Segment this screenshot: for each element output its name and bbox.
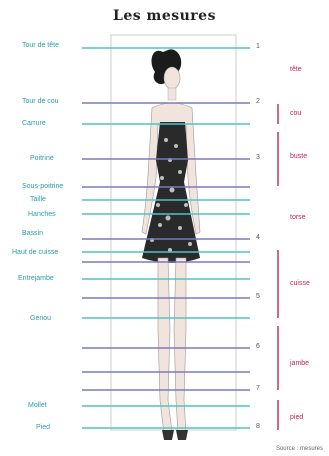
label-mollet: Mollet: [28, 402, 47, 409]
segment-label: pied: [290, 414, 304, 421]
label-pied: Pied: [36, 424, 51, 431]
label-haut-de-cuisse: Haut de cuisse: [12, 249, 59, 256]
tick-number: 4: [256, 234, 260, 241]
tick-number: 8: [256, 423, 260, 430]
label-genou: Genou: [30, 315, 52, 322]
segment-label: cuisse: [290, 280, 310, 287]
tick-number: 2: [256, 98, 260, 105]
woman-figure: [141, 49, 201, 440]
segment-label: torse: [290, 214, 306, 221]
label-entrejambe: Entrejambe: [18, 275, 54, 282]
label-tour-de-tete: Tour de tête: [22, 42, 59, 49]
label-poitrine: Poitrine: [30, 155, 54, 162]
label-sous-poitrine: Sous-poitrine: [22, 183, 64, 190]
tick-number: 5: [256, 293, 260, 300]
label-tour-de-cou: Tour de cou: [22, 98, 59, 105]
segment-label: jambe: [290, 360, 310, 367]
label-hanches: Hanches: [28, 211, 56, 218]
tick-number: 1: [256, 43, 260, 50]
measurement-lines: [82, 47, 250, 429]
tick-number: 7: [256, 385, 260, 392]
segment-label: cou: [290, 110, 302, 117]
page-title: Les mesures: [113, 8, 216, 24]
label-taille: Taille: [30, 196, 46, 203]
label-bassin: Bassin: [22, 230, 44, 237]
segment-label: tête: [290, 66, 302, 73]
segment-label: buste: [290, 153, 308, 160]
tick-number: 3: [256, 154, 260, 161]
label-carrure: Carrure: [22, 120, 46, 127]
footnote: Source : mesures: [275, 446, 323, 452]
tick-number: 6: [256, 343, 260, 350]
